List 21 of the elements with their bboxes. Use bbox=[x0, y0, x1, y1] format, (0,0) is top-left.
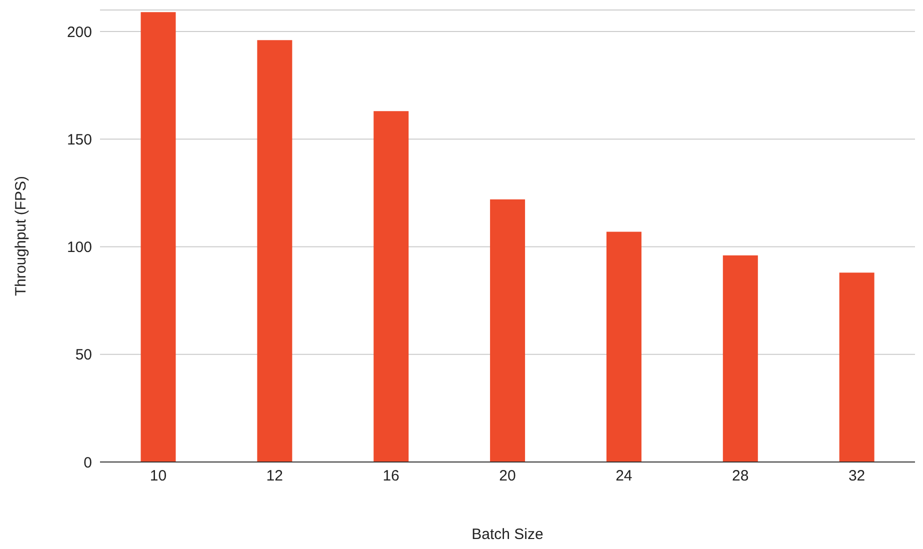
y-tick-label: 50 bbox=[75, 346, 92, 364]
x-tick-label: 20 bbox=[499, 468, 516, 485]
x-tick-label: 24 bbox=[616, 468, 632, 485]
y-tick-label: 200 bbox=[66, 24, 92, 41]
x-tick-label: 16 bbox=[382, 468, 400, 485]
bar bbox=[374, 111, 409, 462]
x-tick-label: 10 bbox=[150, 468, 167, 485]
y-tick-label: 150 bbox=[66, 131, 92, 148]
y-axis-title: Throughput (FPS) bbox=[12, 176, 30, 296]
y-tick-label: 0 bbox=[84, 454, 92, 472]
x-axis-title: Batch Size bbox=[472, 526, 544, 543]
x-tick-label: 28 bbox=[732, 468, 749, 485]
bar bbox=[722, 255, 758, 462]
bar bbox=[606, 232, 642, 462]
x-tick-label: 32 bbox=[848, 468, 866, 485]
bar bbox=[257, 40, 292, 462]
bar bbox=[490, 199, 526, 462]
x-tick-label: 12 bbox=[266, 468, 283, 485]
bar bbox=[839, 272, 874, 462]
bar bbox=[140, 12, 176, 462]
y-tick-label: 100 bbox=[66, 239, 92, 256]
